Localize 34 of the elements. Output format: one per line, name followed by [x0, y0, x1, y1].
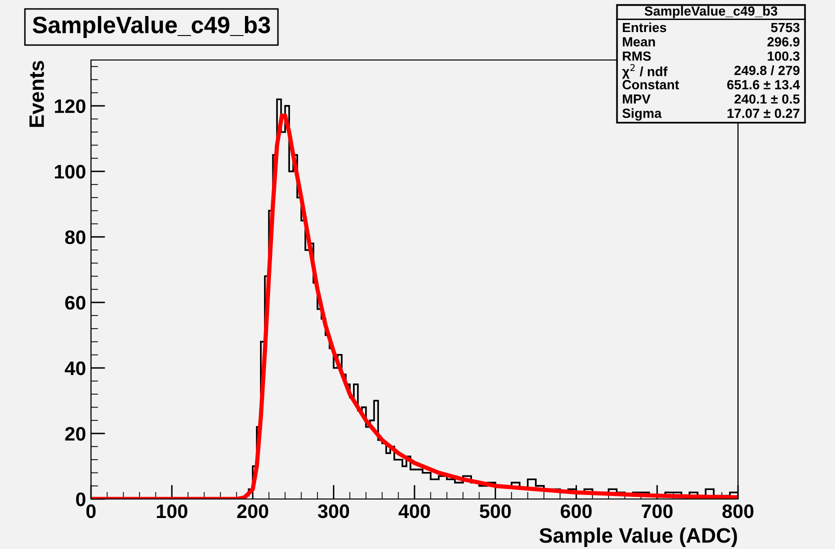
y-tick-label: 0: [76, 492, 86, 506]
x-tick-label: 100: [156, 504, 188, 518]
annotation: Constant: [622, 80, 680, 90]
annotation: RMS: [622, 51, 651, 61]
x-tick-label: 800: [722, 504, 754, 518]
y-tick-label: 120: [54, 99, 86, 114]
y-tick-label: 100: [54, 164, 86, 179]
x-tick-label: 600: [560, 504, 592, 518]
text: 296.9: [767, 37, 800, 46]
x-tick-label: 700: [642, 504, 673, 518]
x-tick-label: 0: [86, 504, 96, 518]
x-axis-title: Sample Value (ADC): [539, 528, 737, 547]
annotation: 249.8 / 279: [734, 65, 800, 76]
annotation: 240.1 ± 0.5: [734, 94, 800, 104]
text: 100.3: [768, 51, 800, 61]
text: Entries: [622, 22, 666, 32]
y-tick-label: 80: [65, 230, 86, 244]
annotation: 651.6 ± 13.4: [727, 80, 800, 90]
x-tick-label: 200: [237, 504, 268, 518]
y-axis-title: Events: [29, 60, 44, 127]
x-tick-label: 300: [318, 504, 350, 518]
x-tick-label: 500: [480, 504, 511, 518]
y-tick-label: 20: [65, 426, 86, 441]
chart-title: SampleValue_c49_b3: [32, 16, 270, 38]
y-tick-label: 60: [65, 296, 86, 310]
annotation: Sigma: [622, 108, 662, 121]
annotation: χ$^{2}$ / ndf: [622, 64, 668, 79]
text: SampleValue_c49_b3: [644, 6, 778, 18]
annotation: 17.07 ± 0.27: [728, 108, 800, 118]
text: 5753: [771, 22, 800, 32]
x-tick-label: 400: [398, 504, 430, 518]
y-tick-label: 40: [64, 361, 86, 376]
text: Mean: [622, 37, 655, 46]
annotation: MPV: [622, 94, 651, 104]
